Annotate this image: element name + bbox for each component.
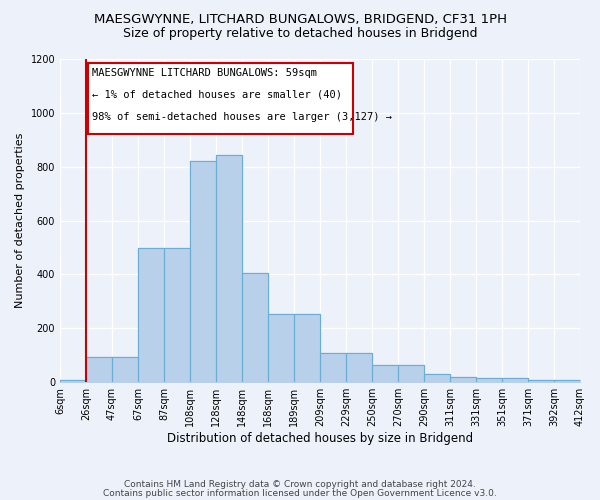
Y-axis label: Number of detached properties: Number of detached properties xyxy=(15,133,25,308)
Text: ← 1% of detached houses are smaller (40): ← 1% of detached houses are smaller (40) xyxy=(92,90,342,100)
Text: MAESGWYNNE LITCHARD BUNGALOWS: 59sqm: MAESGWYNNE LITCHARD BUNGALOWS: 59sqm xyxy=(92,68,317,78)
Text: Contains HM Land Registry data © Crown copyright and database right 2024.: Contains HM Land Registry data © Crown c… xyxy=(124,480,476,489)
Text: MAESGWYNNE, LITCHARD BUNGALOWS, BRIDGEND, CF31 1PH: MAESGWYNNE, LITCHARD BUNGALOWS, BRIDGEND… xyxy=(94,12,506,26)
Text: 98% of semi-detached houses are larger (3,127) →: 98% of semi-detached houses are larger (… xyxy=(92,112,392,122)
Text: Contains public sector information licensed under the Open Government Licence v3: Contains public sector information licen… xyxy=(103,488,497,498)
Text: Size of property relative to detached houses in Bridgend: Size of property relative to detached ho… xyxy=(123,28,477,40)
X-axis label: Distribution of detached houses by size in Bridgend: Distribution of detached houses by size … xyxy=(167,432,473,445)
FancyBboxPatch shape xyxy=(88,63,353,134)
